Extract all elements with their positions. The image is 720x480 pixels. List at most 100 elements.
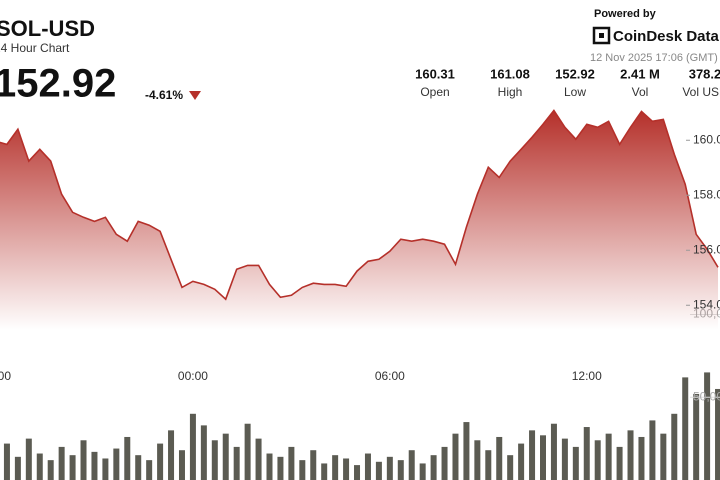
y-tick-label: 158.0	[693, 187, 720, 201]
stat-label: Low	[564, 85, 586, 99]
volume-bar	[518, 443, 525, 480]
volume-bar	[386, 456, 393, 480]
volume-bar	[244, 423, 251, 480]
volume-bar	[178, 450, 185, 480]
volume-bar	[25, 438, 32, 480]
volume-bar	[58, 446, 65, 480]
volume-bar	[321, 463, 328, 480]
volume-bar	[310, 450, 317, 480]
volume-bar	[146, 460, 153, 480]
volume-bar	[540, 435, 546, 480]
volume-bar	[47, 460, 54, 480]
x-tick-label: 06:00	[375, 369, 405, 383]
y-tick-label: 156.0	[693, 242, 720, 256]
stats: 160.31 Open 161.08 High 152.92 Low 2.41 M Vol 37…	[415, 66, 720, 99]
powered-by: Powered by	[594, 8, 657, 20]
volume-bar	[397, 460, 404, 480]
volume-bar	[135, 455, 142, 480]
plot: 100,00050,00018:0000:0006:0012:00160.015…	[0, 109, 720, 480]
price: 152.92	[0, 62, 116, 106]
volume-bar	[627, 430, 634, 480]
volume-bar	[430, 455, 437, 480]
volume-bar	[36, 453, 43, 480]
brand: CoinDesk Data	[613, 28, 720, 45]
volume-bar	[463, 422, 470, 480]
volume-bar	[583, 427, 590, 480]
stat-value: 160.31	[415, 66, 455, 81]
volume-bar	[113, 448, 120, 480]
volume-bar	[452, 433, 459, 480]
volume-bar	[441, 446, 448, 480]
volume-bar	[14, 456, 21, 480]
volume-bar	[69, 455, 76, 480]
volume-bar	[332, 455, 339, 480]
volume-bar	[485, 450, 492, 480]
volume-bar	[671, 413, 678, 480]
volume-bar	[354, 465, 361, 480]
volume-bar	[715, 388, 720, 480]
volume-bar	[3, 443, 10, 480]
volume-bar	[222, 433, 229, 480]
change: -4.61%	[145, 88, 183, 102]
chart-title: SOL-USD	[0, 16, 95, 41]
stat-value: 161.08	[490, 66, 530, 81]
volume-bar	[288, 446, 295, 480]
volume-bar	[605, 433, 612, 480]
stat-label: Vol	[632, 85, 649, 99]
volume-bar	[474, 440, 481, 480]
volume-bar	[561, 438, 568, 480]
volume-bar	[277, 456, 284, 480]
x-tick-label: 12:00	[572, 369, 602, 383]
stat-value: 2.41 M	[620, 66, 660, 81]
volume-bar	[266, 453, 273, 480]
volume-bar	[102, 458, 109, 480]
volume-bar	[299, 460, 306, 480]
y-tick-label: 160.0	[693, 132, 720, 146]
volume-bar	[550, 423, 557, 480]
volume-bar	[255, 438, 262, 480]
volume-bar	[211, 440, 218, 480]
stat-value: 152.92	[555, 66, 595, 81]
volume-bar	[233, 446, 240, 480]
stat-label: Vol USD	[682, 85, 720, 99]
chart-subtitle: 24 Hour Chart	[0, 41, 70, 55]
volume-bar	[529, 430, 536, 480]
volume-bar	[157, 443, 164, 480]
volume-bar	[704, 372, 711, 480]
volume-bar	[638, 436, 645, 480]
stat-label: Open	[420, 85, 449, 99]
volume-bar	[364, 453, 371, 480]
volume-bar	[189, 413, 196, 480]
volume-bar	[594, 440, 601, 480]
volume-bar	[660, 433, 667, 480]
volume-bar	[419, 463, 426, 480]
volume-bar	[649, 420, 656, 480]
price-line	[0, 109, 719, 301]
volume-bar	[496, 436, 503, 480]
volume-bar	[682, 377, 689, 480]
volume-bar	[408, 450, 415, 480]
volume-bar	[91, 451, 98, 480]
volume-bar	[80, 440, 87, 480]
y-tick-label: 154.0	[693, 297, 720, 311]
stat-value: 378.2	[689, 66, 720, 81]
volume-bar	[200, 425, 207, 480]
timestamp: 12 Nov 2025 17:06 (GMT)	[590, 52, 718, 64]
volume-bar	[507, 455, 514, 480]
volume-bar	[572, 446, 579, 480]
x-tick-label: 18:00	[0, 369, 11, 383]
volume-bar	[124, 436, 131, 480]
volume-bar	[343, 458, 350, 480]
stat-label: High	[498, 85, 523, 99]
down-arrow	[189, 91, 201, 100]
x-tick-label: 00:00	[178, 369, 208, 383]
volume-bar	[375, 461, 382, 480]
brand-logo	[592, 26, 611, 45]
volume-bar	[616, 446, 623, 480]
y2-tick-label: 50,000	[693, 389, 720, 403]
volume-bar	[693, 393, 700, 480]
volume-bar	[168, 430, 175, 480]
price-area	[0, 110, 719, 330]
